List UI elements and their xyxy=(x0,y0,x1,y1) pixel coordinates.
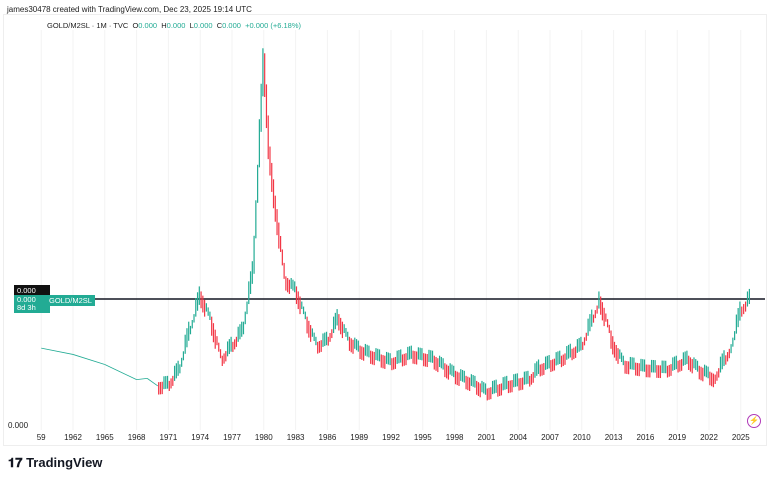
symbol-label[interactable]: GOLD/M2SL · 1M · TVC xyxy=(47,21,129,30)
x-tick-label: 1965 xyxy=(96,433,114,442)
x-tick-label: 2022 xyxy=(700,433,718,442)
x-tick-label: 1971 xyxy=(160,433,178,442)
chart-frame xyxy=(3,14,767,446)
x-tick-label: 59 xyxy=(37,433,46,442)
x-tick-label: 2004 xyxy=(509,433,527,442)
x-tick-label: 1977 xyxy=(223,433,241,442)
close-value: 0.000 xyxy=(222,21,241,30)
x-tick-label: 1962 xyxy=(64,433,82,442)
x-tick-label: 2013 xyxy=(605,433,623,442)
logo-text: TradingView xyxy=(26,455,103,470)
close-label: C xyxy=(216,21,223,30)
last-price: 0.000 xyxy=(17,295,36,304)
logo-mark: 𝟏𝟕 xyxy=(8,455,27,470)
high-label: H xyxy=(161,21,167,30)
x-tick-label: 1968 xyxy=(128,433,146,442)
price-line xyxy=(72,354,105,365)
price-line xyxy=(41,347,74,355)
x-tick-label: 2010 xyxy=(573,433,591,442)
x-tick-label: 2016 xyxy=(637,433,655,442)
x-tick-label: 1989 xyxy=(350,433,368,442)
x-tick-label: 2007 xyxy=(541,433,559,442)
tradingview-logo: 𝟏𝟕 TradingView xyxy=(8,455,102,471)
credit-text: james30478 created with TradingView.com,… xyxy=(7,5,252,14)
price-line xyxy=(136,377,148,381)
low-label: L xyxy=(189,21,194,30)
x-tick-label: 1992 xyxy=(382,433,400,442)
price-line xyxy=(104,364,137,381)
lightning-icon[interactable]: ⚡ xyxy=(747,414,761,428)
open-label: O xyxy=(132,21,139,30)
countdown: 8d 3h xyxy=(17,303,36,312)
crosshair-price-tag: 0.000 xyxy=(14,285,50,296)
x-tick-label: 1980 xyxy=(255,433,273,442)
x-tick-label: 1986 xyxy=(319,433,337,442)
last-price-tag: 0.000 8d 3h xyxy=(14,295,50,313)
high-value: 0.000 xyxy=(166,21,186,30)
price-line xyxy=(146,378,159,387)
y-axis-label: 0.000 xyxy=(8,421,29,430)
x-tick-label: 2019 xyxy=(668,433,686,442)
series-name-tag: GOLD/M2SL xyxy=(46,295,95,306)
x-tick-label: 1974 xyxy=(191,433,209,442)
open-value: 0.000 xyxy=(138,21,158,30)
x-tick-label: 1983 xyxy=(287,433,305,442)
x-tick-label: 2001 xyxy=(478,433,496,442)
x-tick-label: 1995 xyxy=(414,433,432,442)
change-value: +0.000 (+6.18%) xyxy=(245,21,301,30)
symbol-legend: GOLD/M2SL · 1M · TVC O0.000 H0.000 L0.00… xyxy=(47,21,301,30)
x-tick-label: 2025 xyxy=(732,433,750,442)
low-value: 0.000 xyxy=(193,21,213,30)
x-tick-label: 1998 xyxy=(446,433,464,442)
